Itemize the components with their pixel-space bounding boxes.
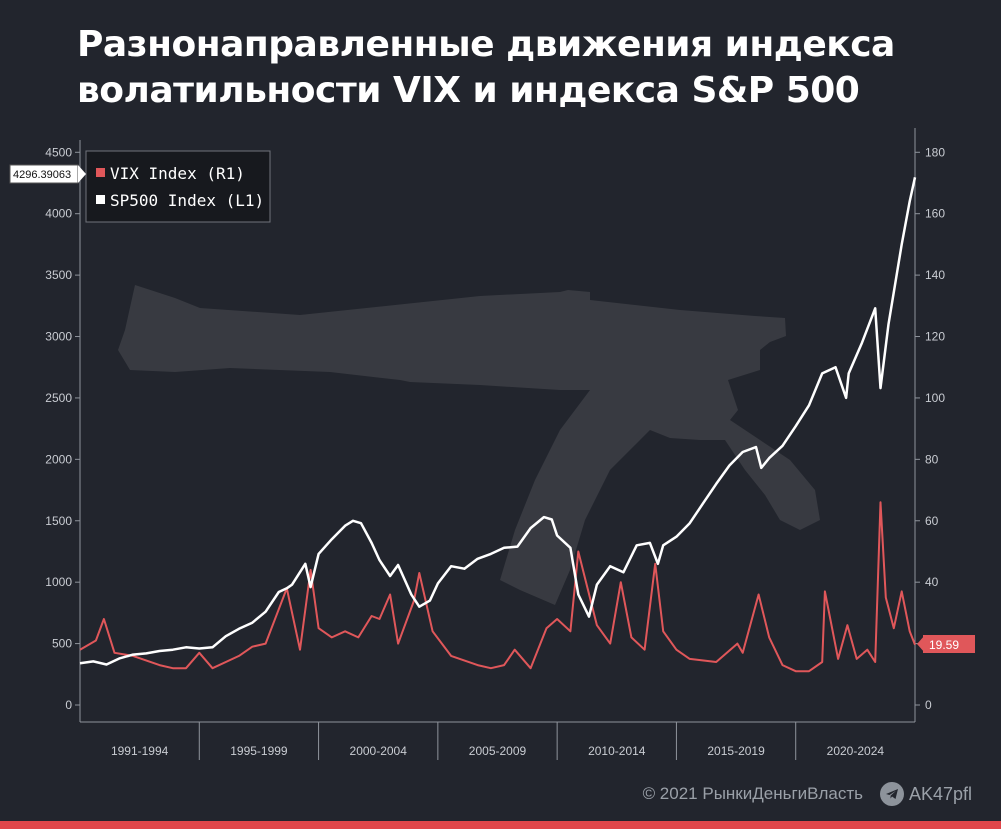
left-tick-label: 1000 (45, 575, 72, 589)
x-period-label: 2010-2014 (588, 744, 646, 758)
x-period-label: 2000-2004 (350, 744, 408, 758)
legend-swatch-vix (96, 168, 105, 177)
sp500-line (79, 177, 917, 666)
vix-last-value-tag: 19.59 (917, 635, 975, 653)
vix-line (79, 501, 916, 673)
left-tick-label: 0 (65, 698, 72, 712)
rifle-watermark-icon (118, 285, 820, 605)
left-tick-label: 3500 (45, 268, 72, 282)
vix-sp500-chart: 0 500 1000 1500 2000 2500 3000 3500 4000 4500 0 20… (9, 128, 975, 760)
legend-label-sp500: SP500 Index (L1) (110, 191, 264, 210)
chart-title-line-2: волатильности VIX и индекса S&P 500 (77, 70, 860, 111)
vix-last-value-text: 19.59 (929, 638, 959, 652)
right-axis-ticks: 020406080100120140160180 (915, 145, 945, 712)
sp500-last-value-pointer (78, 165, 86, 183)
footer-channel-name: AK47pfl (909, 783, 973, 804)
left-tick-label: 4000 (45, 207, 72, 221)
right-tick-label: 160 (925, 207, 945, 221)
right-tick-label: 180 (925, 145, 945, 159)
x-period-label: 2015-2019 (707, 744, 765, 758)
left-tick-label: 3000 (45, 330, 72, 344)
right-tick-label: 120 (925, 330, 945, 344)
left-tick-label: 1500 (45, 514, 72, 528)
right-tick-label: 0 (925, 698, 932, 712)
left-tick-label: 2500 (45, 391, 72, 405)
left-tick-label: 500 (52, 637, 72, 651)
sp500-last-value-text: 4296.39063 (13, 169, 71, 181)
x-period-label: 1991-1994 (111, 744, 169, 758)
series-layer (79, 177, 917, 673)
chart-axes (79, 128, 916, 723)
x-period-label: 2005-2009 (469, 744, 527, 758)
chart-legend: VIX Index (R1) SP500 Index (L1) (85, 150, 271, 223)
sp500-last-value-tag: 4296.39063 (9, 164, 86, 184)
left-tick-label: 2000 (45, 452, 72, 466)
left-tick-label: 4500 (45, 145, 72, 159)
right-tick-label: 80 (925, 452, 939, 466)
chart-title: Разнонаправленные движения индекса волат… (77, 22, 977, 114)
chart-title-line-1: Разнонаправленные движения индекса (77, 24, 895, 65)
footer-channel[interactable]: AK47pfl (880, 781, 972, 807)
x-period-label: 2020-2024 (827, 744, 885, 758)
right-tick-label: 100 (925, 391, 945, 405)
right-tick-label: 60 (925, 514, 939, 528)
telegram-icon (880, 782, 904, 806)
x-axis-period-labels: 1991-1994 1995-1999 2000-2004 2005-2009 2010… (111, 722, 884, 760)
left-axis-ticks: 0 500 1000 1500 2000 2500 3000 3500 4000 4500 (45, 145, 80, 712)
right-tick-label: 40 (925, 575, 939, 589)
legend-box (85, 150, 271, 223)
x-period-label: 1995-1999 (230, 744, 288, 758)
legend-swatch-sp500 (96, 195, 105, 204)
footer-credit: © 2021 РынкиДеньгиВласть (642, 784, 863, 803)
legend-label-vix: VIX Index (R1) (110, 164, 245, 183)
bottom-accent-bar (0, 821, 1001, 829)
vix-last-value-box (923, 635, 975, 653)
right-tick-label: 140 (925, 268, 945, 282)
